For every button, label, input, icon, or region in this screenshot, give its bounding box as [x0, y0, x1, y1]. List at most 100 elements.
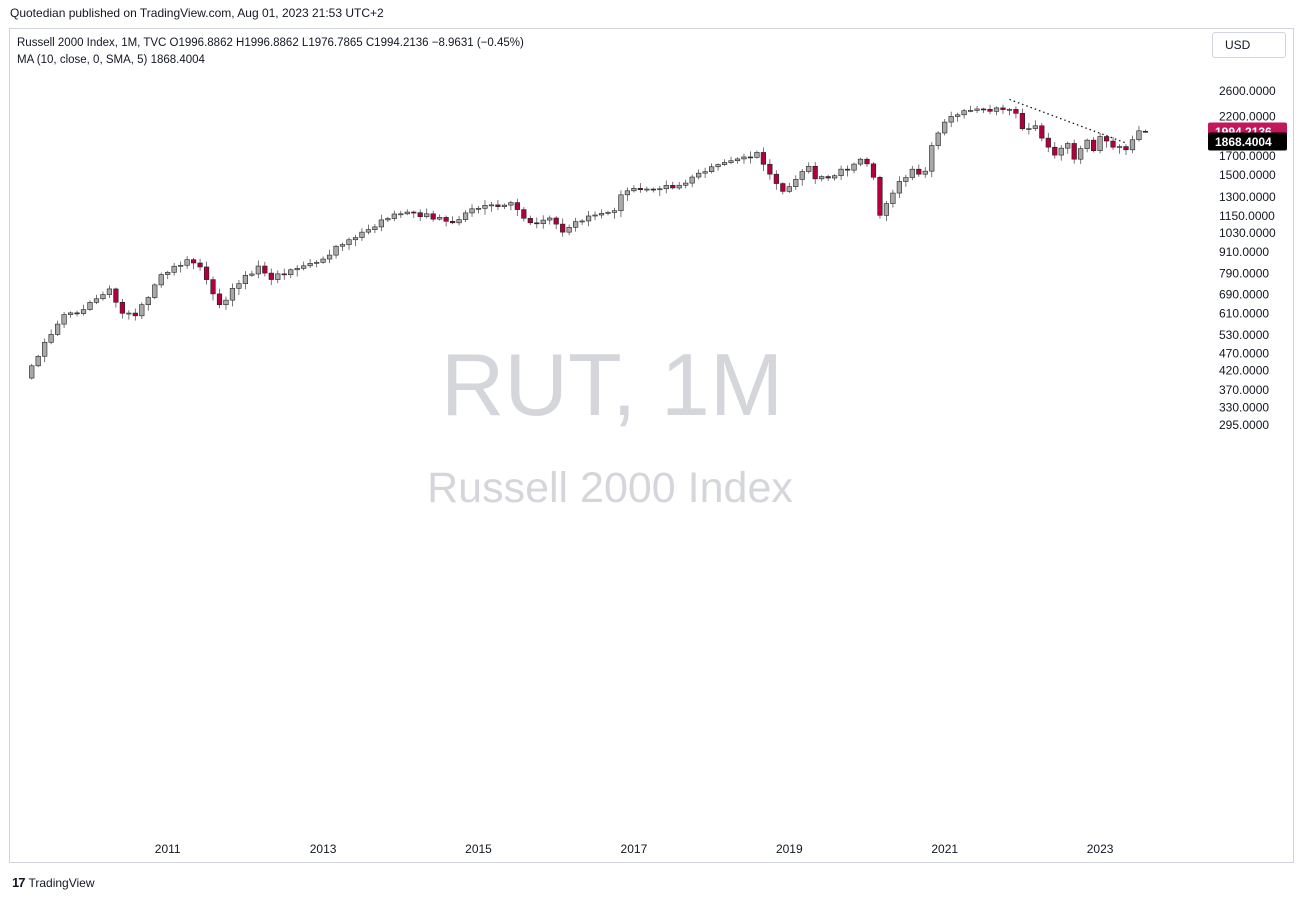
candle[interactable]	[637, 183, 643, 193]
candle[interactable]	[333, 244, 339, 259]
candle[interactable]	[1078, 145, 1084, 164]
candle[interactable]	[1129, 135, 1136, 154]
candle[interactable]	[702, 167, 708, 179]
candle[interactable]	[793, 175, 799, 190]
trendline[interactable]	[1009, 98, 1127, 144]
candle[interactable]	[339, 242, 346, 252]
candle[interactable]	[67, 311, 74, 318]
candle[interactable]	[1110, 136, 1116, 150]
candle[interactable]	[870, 162, 877, 181]
candle[interactable]	[365, 224, 372, 235]
candle[interactable]	[475, 206, 482, 214]
candle[interactable]	[592, 211, 598, 221]
candle[interactable]	[974, 105, 980, 114]
candle[interactable]	[760, 147, 766, 171]
candle[interactable]	[482, 200, 488, 215]
candle[interactable]	[663, 180, 669, 194]
candle[interactable]	[178, 261, 184, 273]
candle[interactable]	[139, 302, 145, 320]
candle[interactable]	[767, 159, 773, 180]
candle[interactable]	[100, 291, 106, 301]
candle[interactable]	[929, 142, 935, 178]
candle[interactable]	[87, 300, 93, 311]
candle[interactable]	[1019, 108, 1025, 131]
candle[interactable]	[844, 165, 851, 177]
candle[interactable]	[909, 165, 915, 181]
candle[interactable]	[1000, 104, 1006, 114]
candle[interactable]	[514, 198, 520, 217]
candle[interactable]	[1123, 144, 1129, 156]
candle[interactable]	[683, 179, 689, 189]
candle[interactable]	[1052, 142, 1058, 159]
candle[interactable]	[417, 209, 423, 221]
candle[interactable]	[650, 187, 656, 193]
candle[interactable]	[74, 310, 80, 317]
candle[interactable]	[456, 215, 462, 226]
candle[interactable]	[935, 131, 941, 150]
candle[interactable]	[527, 215, 533, 225]
candle[interactable]	[158, 272, 164, 288]
candle[interactable]	[119, 298, 125, 319]
candle[interactable]	[689, 174, 695, 188]
candle[interactable]	[922, 167, 928, 178]
candle[interactable]	[275, 270, 281, 284]
candle[interactable]	[346, 237, 352, 250]
candle[interactable]	[890, 189, 896, 208]
candle[interactable]	[242, 271, 249, 290]
candle[interactable]	[728, 156, 734, 165]
candle[interactable]	[1058, 145, 1064, 161]
candle[interactable]	[1071, 139, 1077, 164]
candle[interactable]	[916, 164, 922, 177]
candle[interactable]	[372, 224, 378, 234]
candle[interactable]	[262, 261, 268, 277]
candle[interactable]	[547, 215, 553, 225]
candle[interactable]	[307, 259, 313, 268]
candle[interactable]	[1142, 129, 1149, 133]
candle[interactable]	[385, 216, 391, 223]
candle[interactable]	[165, 270, 171, 280]
candle[interactable]	[1091, 137, 1097, 153]
candle[interactable]	[579, 219, 585, 226]
candle[interactable]	[281, 268, 287, 280]
candle[interactable]	[469, 204, 475, 217]
candle[interactable]	[573, 217, 579, 232]
candle[interactable]	[967, 105, 974, 113]
candle[interactable]	[1013, 106, 1019, 119]
candle[interactable]	[754, 150, 760, 159]
candle[interactable]	[359, 228, 365, 241]
candle[interactable]	[508, 200, 514, 211]
candle[interactable]	[715, 163, 721, 171]
candle[interactable]	[184, 256, 190, 269]
candle[interactable]	[29, 363, 35, 380]
candle[interactable]	[780, 182, 786, 195]
candle[interactable]	[404, 209, 410, 216]
candle[interactable]	[611, 207, 618, 219]
candle[interactable]	[825, 174, 831, 182]
candle[interactable]	[301, 261, 307, 271]
candle[interactable]	[566, 224, 572, 236]
candle[interactable]	[1045, 132, 1051, 153]
candle[interactable]	[598, 209, 605, 219]
candle[interactable]	[585, 211, 592, 227]
candle[interactable]	[696, 169, 702, 180]
candle[interactable]	[424, 208, 430, 219]
candle[interactable]	[216, 288, 223, 309]
candle[interactable]	[48, 329, 54, 345]
currency-button[interactable]: USD	[1212, 32, 1286, 58]
candle[interactable]	[1065, 141, 1071, 154]
candle[interactable]	[501, 203, 508, 210]
candle[interactable]	[210, 276, 216, 301]
candle[interactable]	[1006, 108, 1013, 116]
candle[interactable]	[268, 268, 274, 286]
candle[interactable]	[1097, 132, 1103, 154]
candle[interactable]	[883, 200, 890, 222]
candle[interactable]	[838, 165, 844, 180]
candle[interactable]	[896, 176, 902, 198]
candle[interactable]	[398, 210, 404, 219]
candle[interactable]	[980, 107, 987, 113]
candle[interactable]	[773, 170, 779, 190]
candle[interactable]	[1116, 144, 1123, 154]
candle[interactable]	[864, 157, 870, 167]
candle[interactable]	[624, 187, 631, 201]
